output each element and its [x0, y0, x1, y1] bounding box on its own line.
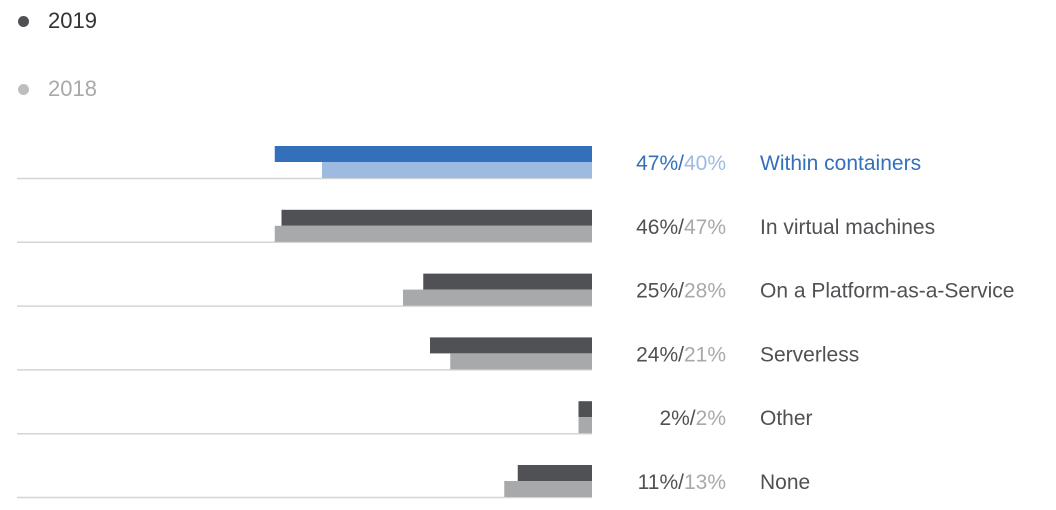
category-label: In virtual machines [760, 216, 935, 239]
bar-2019 [430, 337, 592, 354]
bar-2018 [504, 481, 592, 497]
legend-dot-icon [18, 15, 29, 27]
bar-2018 [403, 289, 592, 306]
value-label: 24%/21% [636, 343, 726, 366]
bar-2019 [423, 273, 592, 290]
category-label: Serverless [760, 343, 859, 366]
bar-2019 [274, 146, 592, 162]
legend-dot-icon [18, 83, 29, 95]
value-label: 11%/13% [638, 471, 726, 494]
legend-item-2018: 2018 [18, 76, 97, 102]
bar-2018 [578, 417, 592, 434]
value-label: 47%/40% [636, 152, 726, 175]
value-label: 25%/28% [636, 280, 726, 303]
value-label: 2%/2% [659, 407, 726, 430]
legend-label: 2019 [48, 8, 97, 33]
value-label: 46%/47% [636, 216, 726, 239]
category-label: On a Platform-as-a-Service [760, 280, 1014, 303]
legend-item-2019: 2019 [18, 8, 97, 34]
bar-2018 [322, 162, 592, 178]
bar-2019 [281, 209, 592, 226]
bar-2019 [517, 465, 592, 481]
category-label: Other [760, 407, 813, 430]
bar-2018 [274, 225, 592, 242]
bar-2019 [578, 401, 592, 418]
legend-label: 2018 [48, 76, 97, 101]
category-label: Within containers [760, 152, 921, 175]
bar-2018 [450, 353, 592, 370]
category-label: None [760, 471, 810, 494]
